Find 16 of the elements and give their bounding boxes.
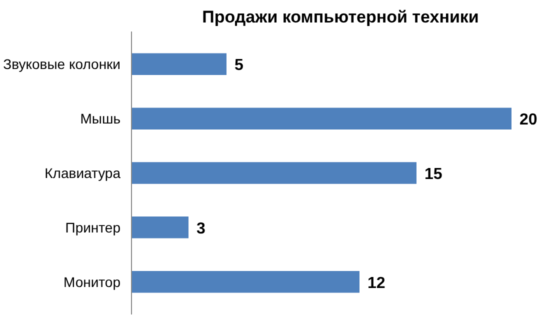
bar (132, 270, 360, 293)
y-tick-label: Монитор (64, 274, 121, 290)
y-tick-label: Клавиатура (44, 165, 121, 181)
bar (132, 108, 512, 130)
y-tick-label: Мышь (80, 110, 120, 127)
data-label: 15 (424, 166, 442, 183)
data-label: 5 (234, 57, 244, 74)
chart-title: Продажи компьютерной техники (202, 8, 479, 26)
data-label: 12 (368, 274, 386, 292)
y-tick-label: Звуковые колонки (3, 56, 121, 72)
bar (132, 216, 188, 238)
data-label: 3 (196, 220, 206, 238)
y-tick-label: Принтер (65, 219, 121, 236)
bar (132, 162, 416, 184)
data-label: 20 (520, 112, 538, 129)
bar (132, 53, 226, 76)
